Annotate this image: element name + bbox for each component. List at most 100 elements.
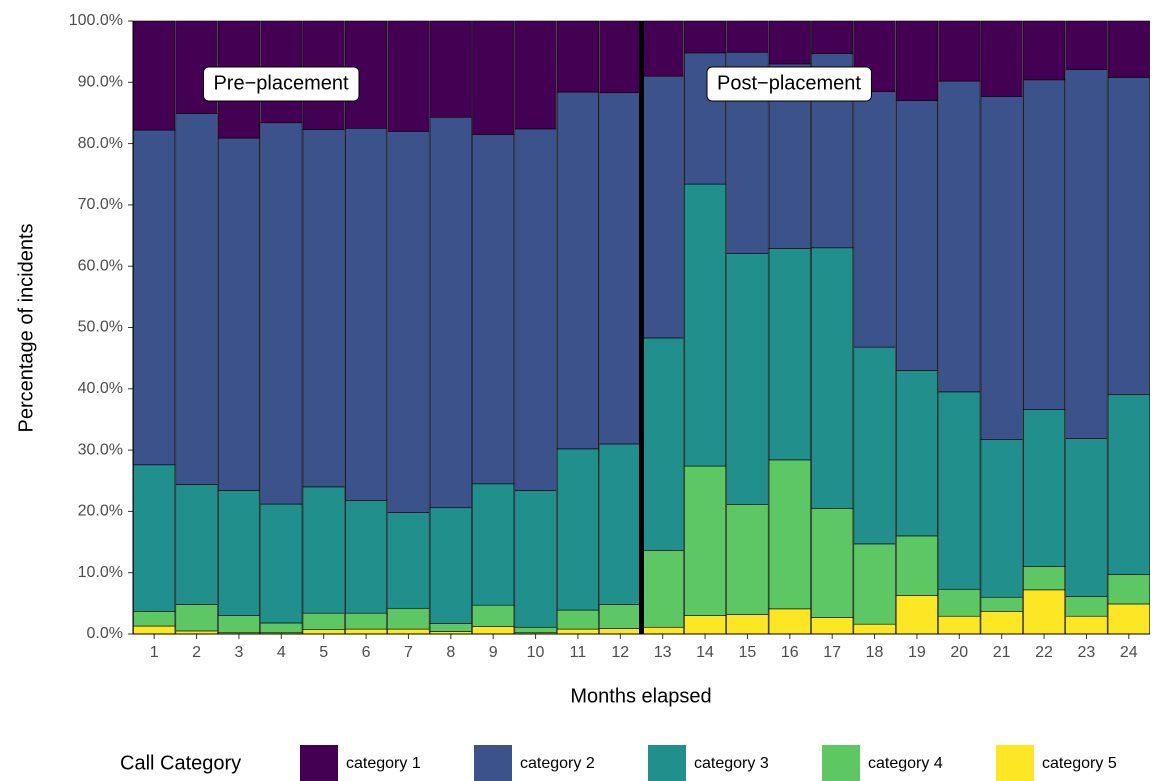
x-tick-label: 2 bbox=[192, 644, 201, 661]
bar-segment bbox=[1107, 20, 1150, 78]
x-tick-label: 17 bbox=[823, 644, 841, 661]
bar-segment bbox=[1022, 566, 1066, 591]
bar-segment bbox=[768, 248, 811, 461]
bar-segment bbox=[599, 628, 642, 635]
y-tick-label: 0.0% bbox=[87, 625, 123, 642]
legend-key bbox=[474, 745, 512, 781]
bar-segment bbox=[556, 628, 600, 635]
bar-segment bbox=[429, 507, 472, 624]
x-tick-label: 23 bbox=[1078, 644, 1096, 661]
bar-segment bbox=[133, 611, 176, 627]
bar-segment bbox=[472, 483, 515, 606]
bar-segment bbox=[726, 253, 769, 505]
annotation-box bbox=[706, 66, 872, 102]
y-tick-label: 30.0% bbox=[78, 441, 123, 458]
bar-segment bbox=[895, 370, 939, 537]
bar-segment bbox=[1107, 394, 1150, 575]
bar-segment bbox=[556, 20, 600, 93]
bar-segment bbox=[895, 535, 939, 596]
x-tick-label: 11 bbox=[570, 644, 587, 661]
x-tick-label: 9 bbox=[489, 644, 498, 661]
bar-segment bbox=[472, 20, 515, 135]
x-tick-label: 5 bbox=[319, 644, 328, 661]
bar-segment bbox=[980, 611, 1023, 635]
bar-segment bbox=[1022, 79, 1066, 410]
bar-segment bbox=[1065, 615, 1108, 635]
legend-label: category 2 bbox=[520, 755, 595, 772]
bar-segment bbox=[217, 490, 261, 616]
x-tick-label: 1 bbox=[150, 644, 159, 661]
bar-segment bbox=[938, 391, 981, 590]
bar-segment bbox=[938, 615, 981, 635]
bar-segment bbox=[811, 247, 854, 509]
x-tick-label: 18 bbox=[866, 644, 884, 661]
x-tick-label: 12 bbox=[611, 644, 629, 661]
annotation-text: Post−placement bbox=[717, 72, 861, 94]
legend-label: category 4 bbox=[868, 755, 943, 772]
x-tick-label: 7 bbox=[404, 644, 413, 661]
bar-segment bbox=[472, 604, 515, 627]
bar-segment bbox=[387, 512, 430, 609]
bar-segment bbox=[853, 91, 896, 348]
bar-segment bbox=[344, 612, 388, 630]
x-tick-label: 8 bbox=[446, 644, 455, 661]
bar-segment bbox=[599, 604, 642, 629]
x-tick-label: 24 bbox=[1120, 644, 1138, 661]
legend-label: category 1 bbox=[346, 755, 421, 772]
bar-segment bbox=[853, 623, 896, 635]
bar-segment bbox=[599, 443, 642, 605]
x-tick-label: 22 bbox=[1035, 644, 1053, 661]
x-tick-label: 19 bbox=[908, 644, 926, 661]
bar-segment bbox=[175, 484, 218, 605]
bar-segment bbox=[938, 80, 981, 393]
bar-segment bbox=[260, 503, 303, 624]
bar-segment bbox=[429, 623, 472, 632]
x-tick-label: 14 bbox=[696, 644, 714, 661]
bar-segment bbox=[726, 614, 769, 635]
bar-segment bbox=[641, 550, 684, 628]
bar-segment bbox=[217, 137, 261, 491]
y-tick-label: 80.0% bbox=[78, 135, 123, 152]
y-tick-label: 100.0% bbox=[69, 12, 123, 29]
bar-segment bbox=[556, 448, 600, 611]
x-tick-label: 16 bbox=[781, 644, 799, 661]
bar-segment bbox=[1065, 20, 1108, 70]
bar-segment bbox=[599, 20, 642, 94]
bar-segment bbox=[302, 129, 345, 488]
bar-segment bbox=[1065, 69, 1108, 439]
legend-key bbox=[648, 745, 686, 781]
bar-segment bbox=[514, 626, 557, 634]
bar-segment bbox=[302, 486, 345, 614]
x-tick-label: 21 bbox=[993, 644, 1011, 661]
bar-segment bbox=[344, 628, 388, 635]
bar-segment bbox=[429, 116, 472, 509]
legend-title: Call Category bbox=[120, 752, 241, 774]
legend-key bbox=[300, 745, 338, 781]
bar-segment bbox=[133, 129, 176, 466]
bar-segment bbox=[853, 543, 896, 625]
x-tick-label: 4 bbox=[277, 644, 286, 661]
y-axis-title: Percentage of incidents bbox=[15, 223, 37, 432]
bar-segment bbox=[514, 20, 557, 130]
bar-segment bbox=[1107, 603, 1150, 635]
y-tick-label: 60.0% bbox=[78, 257, 123, 274]
bar-segment bbox=[344, 127, 388, 501]
bar-segment bbox=[895, 595, 939, 635]
y-tick-label: 40.0% bbox=[78, 380, 123, 397]
legend-label: category 5 bbox=[1042, 755, 1117, 772]
bar-segment bbox=[1065, 596, 1108, 617]
bar-segment bbox=[133, 20, 176, 131]
bar-segment bbox=[387, 131, 430, 513]
y-tick-label: 70.0% bbox=[78, 196, 123, 213]
bar-segment bbox=[302, 612, 345, 631]
bar-segment bbox=[641, 75, 684, 339]
bar-segment bbox=[811, 508, 854, 618]
y-tick-label: 20.0% bbox=[78, 503, 123, 520]
bar-segment bbox=[1022, 20, 1066, 81]
bar-segment bbox=[387, 628, 430, 635]
x-tick-label: 20 bbox=[950, 644, 968, 661]
bar-segment bbox=[811, 20, 854, 54]
bar-segment bbox=[726, 504, 769, 615]
x-tick-label: 10 bbox=[527, 644, 545, 661]
bar-segment bbox=[1022, 589, 1066, 635]
